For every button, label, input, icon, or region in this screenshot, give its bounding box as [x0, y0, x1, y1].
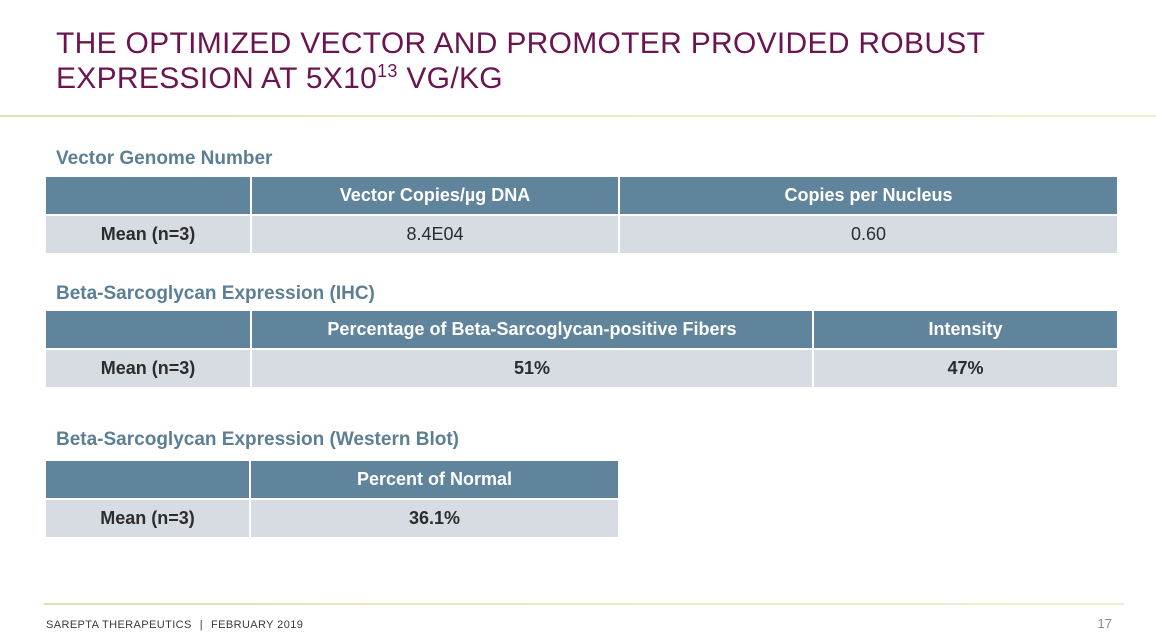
footer-company: SAREPTA THERAPEUTICS: [46, 619, 192, 631]
header-cell-percent-of-normal: Percent of Normal: [251, 461, 618, 498]
table-row: Mean (n=3) 51% 47%: [46, 350, 1117, 387]
header-cell-empty: [46, 177, 250, 214]
footer-date: FEBRUARY 2019: [211, 619, 304, 631]
footer-divider: [44, 603, 1124, 605]
section-title-vector-genome: Vector Genome Number: [56, 148, 273, 169]
header-cell-percentage-positive: Percentage of Beta-Sarcoglycan-positive …: [252, 311, 812, 348]
footer: SAREPTA THERAPEUTICS | FEBRUARY 2019: [46, 619, 303, 631]
section-title-ihc: Beta-Sarcoglycan Expression (IHC): [56, 283, 375, 304]
table-row: Mean (n=3) 36.1%: [46, 500, 618, 537]
table-ihc: Percentage of Beta-Sarcoglycan-positive …: [44, 309, 1119, 389]
table-header-row: Vector Copies/µg DNA Copies per Nucleus: [46, 177, 1117, 214]
cell-percentage-positive: 51%: [252, 350, 812, 387]
table-header-row: Percentage of Beta-Sarcoglycan-positive …: [46, 311, 1117, 348]
cell-intensity: 47%: [814, 350, 1117, 387]
title-exponent: 13: [377, 61, 398, 81]
section-title-western-blot: Beta-Sarcoglycan Expression (Western Blo…: [56, 429, 459, 450]
table-vector-genome: Vector Copies/µg DNA Copies per Nucleus …: [44, 175, 1119, 255]
cell-copies-per-nucleus: 0.60: [620, 216, 1117, 253]
slide-title: THE OPTIMIZED VECTOR AND PROMOTER PROVID…: [56, 26, 1116, 96]
row-label: Mean (n=3): [46, 350, 250, 387]
header-cell-intensity: Intensity: [814, 311, 1117, 348]
cell-percent-of-normal: 36.1%: [251, 500, 618, 537]
header-cell-empty: [46, 311, 250, 348]
header-cell-vector-copies: Vector Copies/µg DNA: [252, 177, 618, 214]
title-line-2: EXPRESSION AT 5X10: [56, 62, 378, 95]
header-cell-copies-per-nucleus: Copies per Nucleus: [620, 177, 1117, 214]
header-cell-empty: [46, 461, 249, 498]
cell-vector-copies: 8.4E04: [252, 216, 618, 253]
table-row: Mean (n=3) 8.4E04 0.60: [46, 216, 1117, 253]
title-divider: [0, 115, 1156, 117]
row-label: Mean (n=3): [46, 216, 250, 253]
title-line-1: THE OPTIMIZED VECTOR AND PROMOTER PROVID…: [56, 27, 986, 60]
row-label: Mean (n=3): [46, 500, 249, 537]
footer-separator: |: [199, 619, 204, 631]
title-unit: VG/KG: [397, 62, 503, 95]
table-western-blot: Percent of Normal Mean (n=3) 36.1%: [44, 459, 620, 539]
table-header-row: Percent of Normal: [46, 461, 618, 498]
page-number: 17: [1097, 616, 1112, 631]
